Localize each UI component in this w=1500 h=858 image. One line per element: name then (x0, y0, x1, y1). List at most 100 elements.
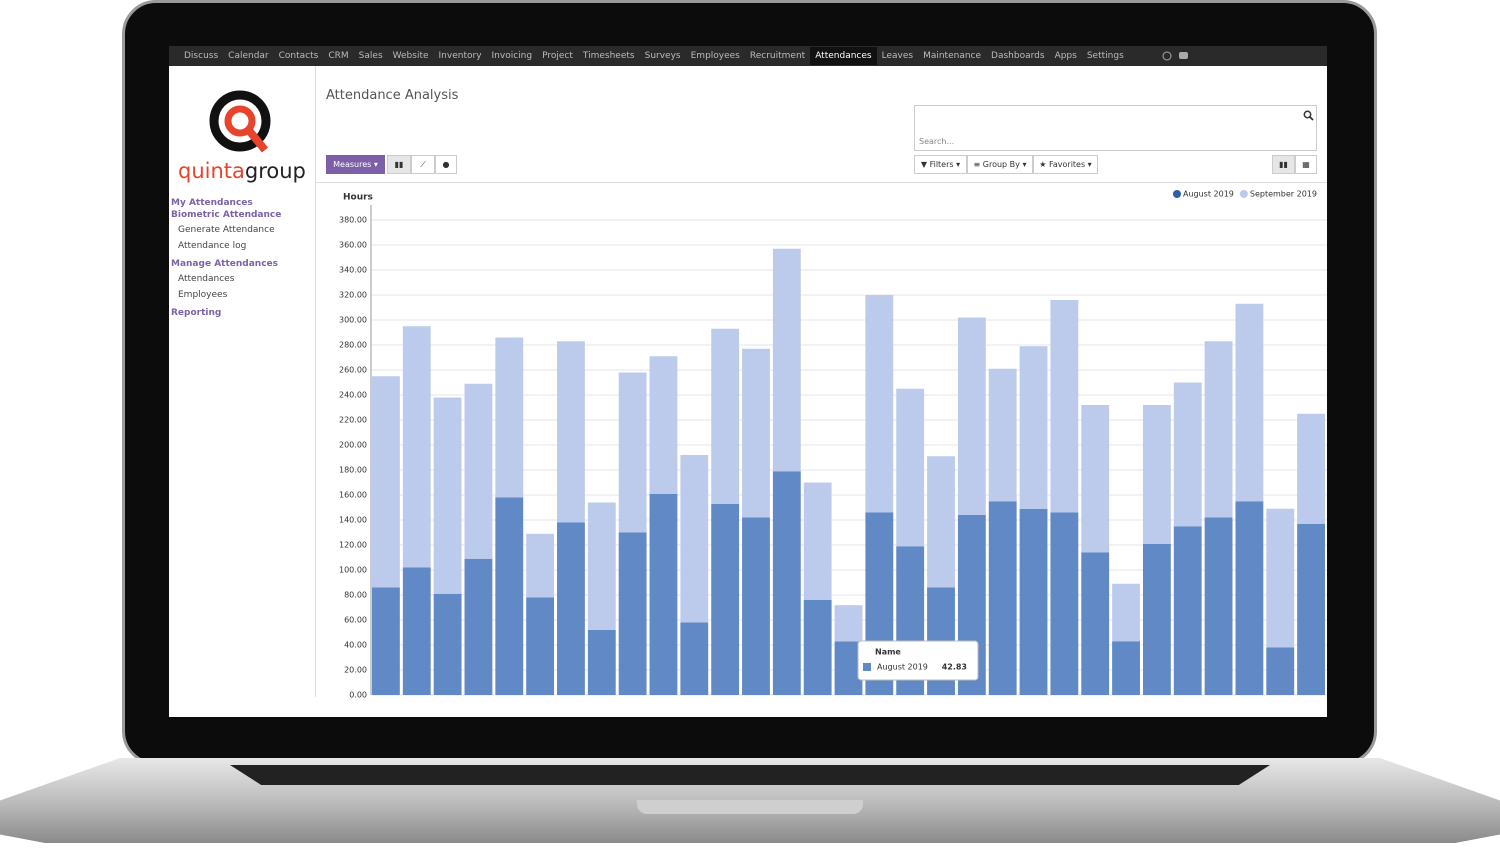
bar-segment (1173, 382, 1202, 527)
bar-segment (988, 501, 1017, 695)
clock-icon[interactable] (1162, 51, 1172, 61)
bar-segment (649, 356, 678, 494)
bar-segment (865, 295, 894, 513)
group-by-label: Group By (982, 160, 1020, 169)
bar-segment (1235, 501, 1264, 695)
bar-segment (896, 388, 925, 547)
nav-item[interactable]: Calendar (228, 51, 269, 61)
nav-item[interactable]: Settings (1086, 51, 1124, 61)
y-tick-label: 220.00 (339, 416, 367, 425)
menu-section[interactable]: Manage Attendances (171, 259, 278, 269)
pivot-view-button[interactable]: ▦ (1295, 155, 1317, 174)
bar-segment (587, 502, 616, 630)
bar-segment (1142, 405, 1171, 544)
bar-segment (557, 341, 585, 523)
bar-segment (464, 558, 493, 695)
bar-segment (1204, 517, 1233, 695)
group-by-button[interactable]: ≡ Group By ▾ (967, 155, 1033, 174)
nav-item[interactable]: Maintenance (923, 51, 982, 61)
bar-segment (402, 326, 431, 568)
bar-segment (1266, 647, 1295, 695)
bar-segment (1235, 303, 1264, 502)
bar-segment (1142, 543, 1171, 695)
bar-segment (618, 372, 647, 533)
nav-item[interactable]: Inventory (438, 51, 482, 61)
search-placeholder: Search... (919, 137, 955, 146)
chat-icon[interactable] (1179, 52, 1188, 59)
nav-item[interactable]: Employees (690, 51, 740, 61)
bar-segment (772, 471, 801, 695)
bar-segment (834, 605, 863, 642)
measures-button[interactable]: Measures ▾ (326, 155, 385, 174)
graph-view-button[interactable]: ▮▮ (1272, 155, 1295, 174)
nav-item[interactable]: Surveys (644, 51, 681, 61)
bar-segment (711, 503, 740, 695)
bar-segment (711, 328, 740, 504)
bar-segment (1019, 346, 1048, 509)
logo-accent: quinta (178, 159, 245, 183)
favorites-label: Favorites (1049, 160, 1086, 169)
nav-item[interactable]: Dashboards (991, 51, 1045, 61)
bar-segment (772, 248, 801, 472)
menu-section[interactable]: Biometric Attendance (171, 210, 282, 220)
nav-item[interactable]: Project (542, 51, 573, 61)
bar-segment (1081, 405, 1110, 553)
line-view-button[interactable]: ⟋ (411, 155, 435, 174)
y-tick-label: 260.00 (339, 366, 367, 375)
bar-segment (1204, 341, 1233, 518)
bar-segment (649, 493, 678, 695)
search-icon[interactable] (1303, 110, 1314, 121)
nav-item[interactable]: Invoicing (491, 51, 533, 61)
tooltip-value: 42.83 (942, 663, 967, 672)
nav-item[interactable]: CRM (328, 51, 349, 61)
y-tick-label: 20.00 (344, 666, 367, 675)
nav-item[interactable]: Recruitment (749, 51, 806, 61)
favorites-button[interactable]: ★ Favorites ▾ (1033, 155, 1098, 174)
y-tick-label: 340.00 (339, 266, 367, 275)
search-box[interactable]: Search... (914, 105, 1317, 151)
menu-section[interactable]: My Attendances (171, 198, 253, 208)
bar-segment (1081, 552, 1110, 695)
bar-segment (526, 597, 555, 695)
bar-segment (587, 630, 616, 695)
bar-segment (803, 600, 832, 695)
bar-segment (495, 337, 524, 498)
bar-segment (1050, 512, 1079, 695)
bar-segment (372, 587, 400, 695)
menu-item[interactable]: Attendances (178, 274, 235, 284)
nav-item[interactable]: Discuss (184, 51, 219, 61)
nav-item[interactable]: Timesheets (582, 51, 635, 61)
y-tick-label: 240.00 (339, 391, 367, 400)
nav-item[interactable]: Apps (1054, 51, 1077, 61)
y-tick-label: 300.00 (339, 316, 367, 325)
bar-view-button[interactable]: ▮▮ (387, 155, 411, 174)
tooltip-box (857, 640, 979, 681)
bar-segment (957, 317, 986, 515)
tooltip-series: August 2019 (877, 663, 928, 672)
logo-mark (209, 90, 271, 153)
menu-item[interactable]: Attendance log (178, 241, 247, 251)
nav-item[interactable]: Contacts (278, 51, 319, 61)
filters-button[interactable]: ▼ Filters ▾ (914, 155, 967, 174)
y-tick-label: 0.00 (349, 691, 367, 700)
legend-swatch (1172, 190, 1181, 198)
bar-segment (1112, 641, 1140, 695)
tooltip: Name August 2019 42.83 (857, 640, 979, 681)
nav-item[interactable]: Leaves (881, 51, 914, 61)
legend-label: September 2019 (1250, 190, 1317, 199)
sidebar-menu: My Attendances Biometric Attendance Genera… (169, 196, 315, 320)
y-tick-label: 380.00 (339, 216, 367, 225)
bar-segment (618, 532, 647, 695)
nav-item[interactable]: Sales (358, 51, 383, 61)
pie-view-button[interactable]: ● (435, 155, 457, 174)
nav-item[interactable]: Website (392, 51, 429, 61)
nav-item[interactable]: Attendances (810, 47, 877, 65)
y-tick-label: 320.00 (339, 291, 367, 300)
menu-item[interactable]: Generate Attendance (178, 225, 275, 235)
menu-section[interactable]: Reporting (171, 308, 222, 318)
tooltip-swatch (863, 663, 871, 671)
menu-item[interactable]: Employees (178, 290, 228, 300)
y-axis-label: Hours (343, 193, 373, 203)
